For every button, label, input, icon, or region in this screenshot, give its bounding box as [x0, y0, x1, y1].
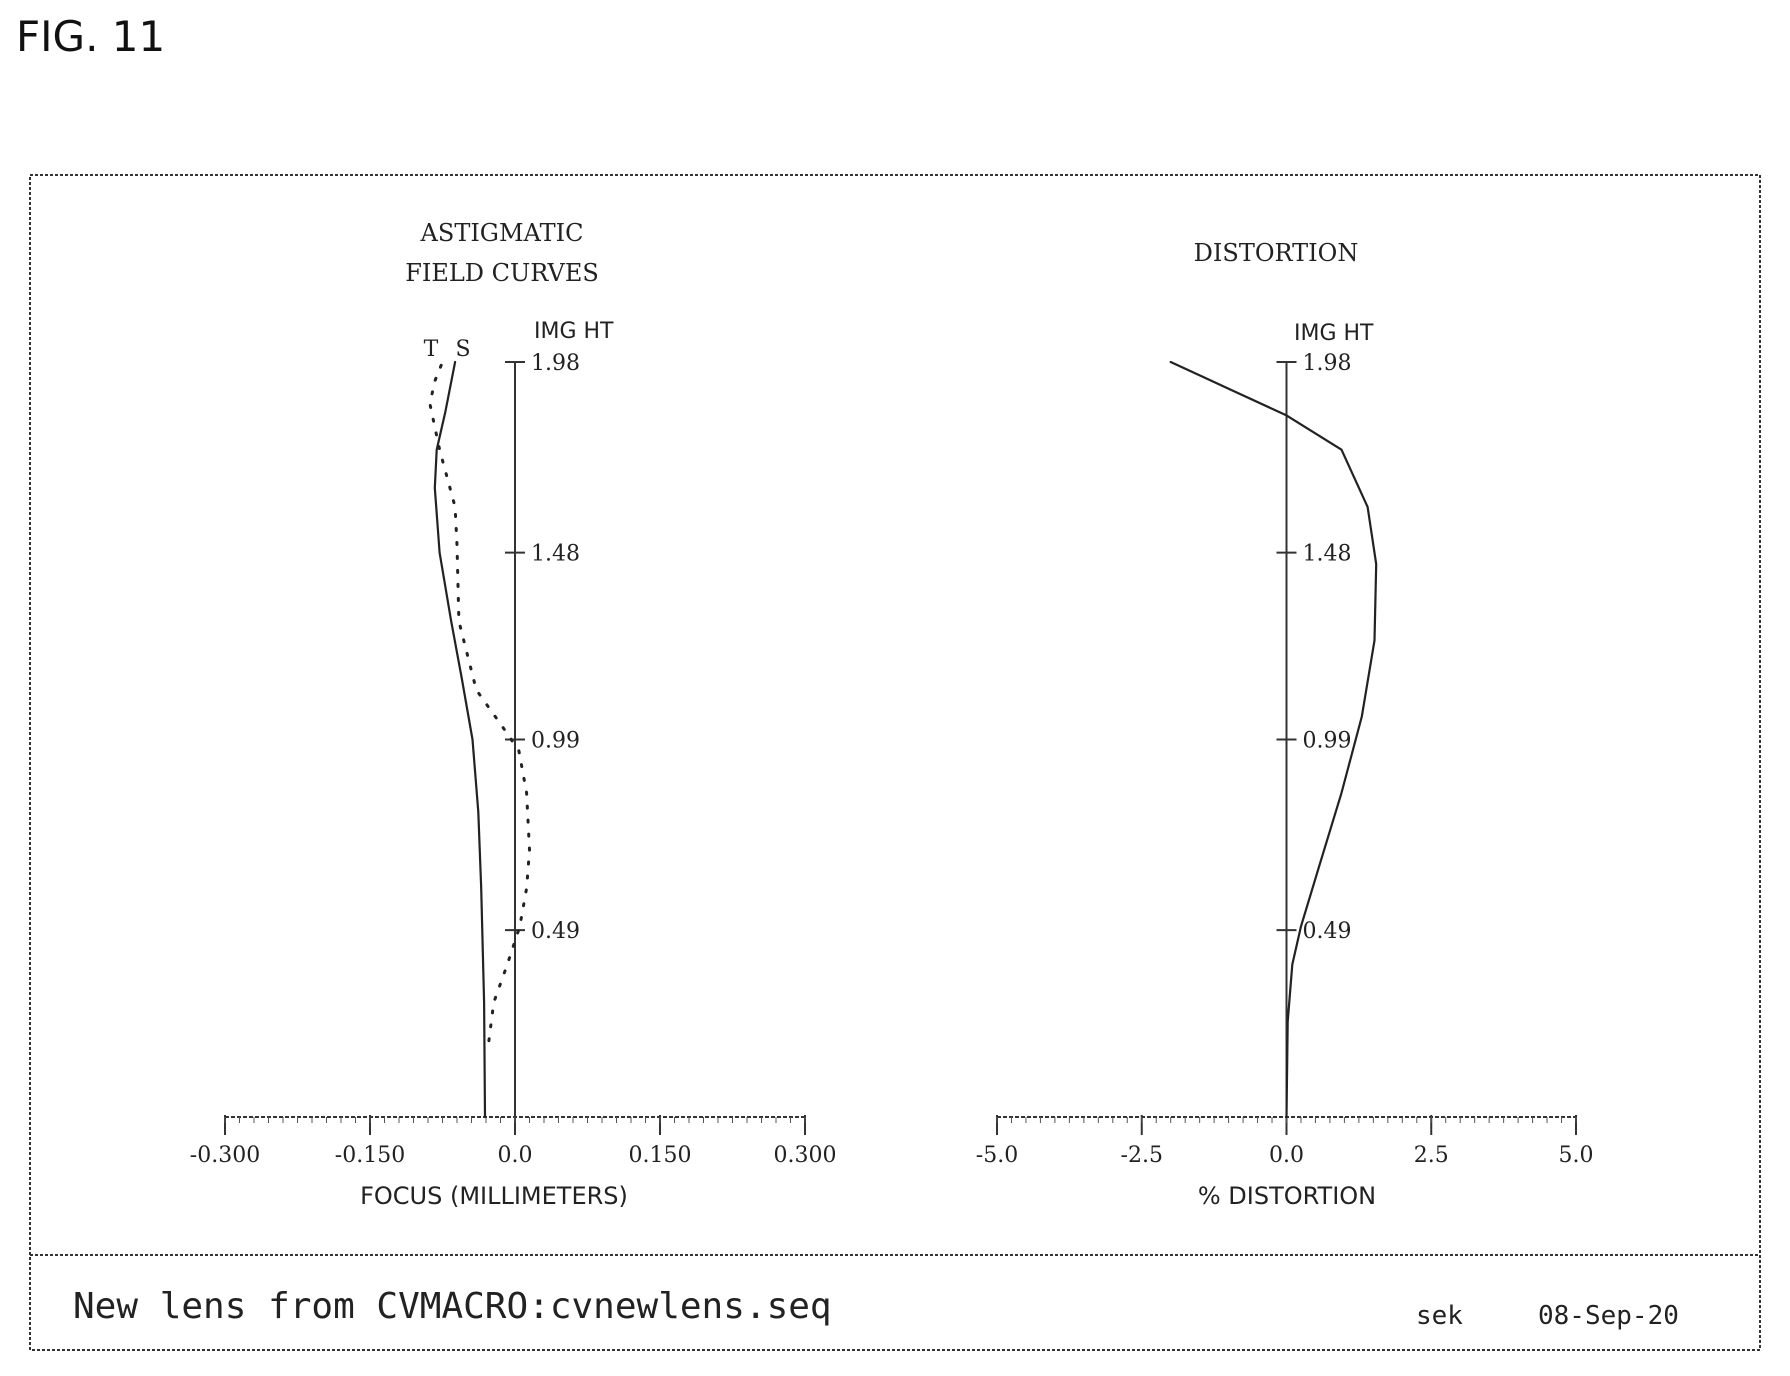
footer-title: New lens from CVMACRO:cvnewlens.seq — [73, 1286, 832, 1327]
x-tick-label: 2.5 — [1414, 1143, 1449, 1168]
y-tick-label: 0.99 — [1303, 729, 1352, 754]
x-axis-label: % DISTORTION — [1198, 1182, 1376, 1210]
astigmatic-field-curves-chart: ASTIGMATIC FIELD CURVES IMG HT FOCUS (MI… — [190, 219, 837, 1210]
y-tick-label: 1.48 — [531, 542, 580, 567]
series-line-t — [433, 360, 487, 1119]
distortion-chart: DISTORTION IMG HT % DISTORTION -5.0 -2.5 0… — [976, 239, 1594, 1210]
x-tick-label: -0.300 — [190, 1143, 260, 1168]
series-line-s — [428, 360, 531, 1043]
y-axis-label: IMG HT — [1294, 321, 1374, 346]
x-tick-label: 0.150 — [629, 1143, 692, 1168]
y-tick-label: 0.49 — [531, 919, 580, 944]
y-tick-label: 1.48 — [1303, 542, 1352, 567]
y-tick-label: 0.49 — [1303, 919, 1352, 944]
x-tick-label: 5.0 — [1559, 1143, 1594, 1168]
x-tick-label: -0.150 — [335, 1143, 405, 1168]
chart-subtitle: FIELD CURVES — [405, 259, 599, 287]
x-tick-label: 0.300 — [774, 1143, 837, 1168]
chart-title: ASTIGMATIC — [420, 219, 584, 247]
footer-author: sek — [1416, 1301, 1463, 1331]
x-tick-label: -5.0 — [976, 1143, 1018, 1168]
plot-border — [29, 174, 1761, 1351]
curve-label-s: S — [455, 337, 470, 362]
figure-label: FIG. 11 — [16, 12, 166, 61]
x-tick-label: 0.0 — [498, 1143, 533, 1168]
y-tick-label: 1.98 — [1303, 351, 1352, 376]
curve-label-t: T — [424, 337, 439, 362]
y-tick-label: 0.99 — [531, 729, 580, 754]
footer-date: 08-Sep-20 — [1538, 1301, 1679, 1331]
chart-title: DISTORTION — [1194, 239, 1359, 267]
x-tick-label: -2.5 — [1121, 1143, 1163, 1168]
x-tick-label: 0.0 — [1269, 1143, 1304, 1168]
y-axis-label: IMG HT — [534, 319, 614, 344]
x-axis-label: FOCUS (MILLIMETERS) — [360, 1182, 628, 1210]
y-tick-label: 1.98 — [531, 351, 580, 376]
series-line-distortion — [1169, 360, 1378, 1119]
